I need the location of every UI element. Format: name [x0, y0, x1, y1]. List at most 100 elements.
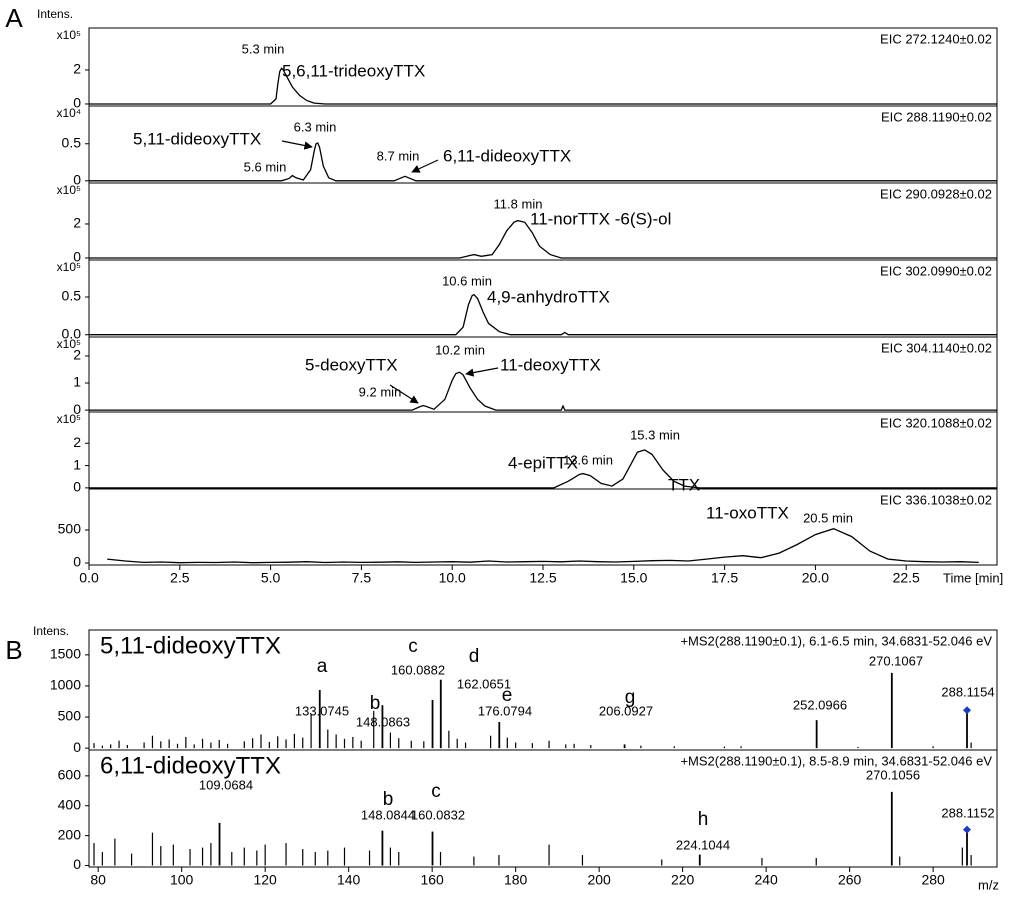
- annotation: 6.3 min: [294, 119, 337, 134]
- y-tick-label: 0: [73, 739, 81, 755]
- y-tick-label: 0: [73, 401, 81, 417]
- peak-mz-label: 148.0844: [361, 807, 415, 822]
- y-multiplier: x10⁵: [57, 183, 81, 197]
- annotation: 5.6 min: [244, 159, 287, 174]
- y-tick-label: 600: [58, 767, 82, 783]
- x-tick-label: 17.5: [711, 570, 738, 586]
- trace: [89, 219, 997, 259]
- peak-letter: b: [383, 789, 394, 810]
- y-tick-label: 2: [73, 61, 81, 77]
- y-multiplier: x10⁵: [57, 412, 81, 426]
- x-tick-label: 12.5: [529, 570, 556, 586]
- compound-title: 6,11-dideoxyTTX: [100, 752, 281, 779]
- subplot-label: EIC 302.0990±0.02: [880, 263, 992, 278]
- annotation: 11-oxoTTX: [706, 503, 789, 522]
- trace: [89, 449, 997, 489]
- y-multiplier: x10⁵: [57, 28, 81, 42]
- x-tick-label: 260: [838, 872, 862, 888]
- x-tick-label: 2.5: [170, 570, 190, 586]
- peak-letter: a: [317, 656, 328, 677]
- peak-mz-label: 133.0745: [295, 703, 349, 718]
- peak-letter: b: [370, 693, 381, 714]
- x-tick-label: 200: [587, 872, 611, 888]
- x-axis-label: m/z: [978, 877, 999, 892]
- plot-frame: [88, 411, 998, 490]
- panel-label: A: [5, 3, 23, 33]
- arrow: [411, 159, 439, 173]
- peak-mz-label: 270.1067: [869, 653, 923, 668]
- x-tick-label: 20.0: [802, 570, 829, 586]
- x-axis-label: Time [min]: [943, 570, 1003, 585]
- y-tick-label: 200: [58, 826, 82, 842]
- x-tick-label: 240: [754, 872, 778, 888]
- subplot-label: EIC 290.0928±0.02: [880, 186, 992, 201]
- peak-letter: g: [625, 687, 636, 708]
- plot-frame: [88, 27, 998, 107]
- annotation: 11-norTTX -6(S)-ol: [530, 209, 671, 228]
- y-tick-label: 0: [73, 95, 81, 111]
- peak-mz-label: 288.1154: [941, 684, 994, 699]
- x-tick-label: 120: [253, 872, 277, 888]
- subplot-label: EIC 288.1190±0.02: [881, 109, 992, 124]
- peak-mz-label: 160.0832: [411, 807, 465, 822]
- annotation: 6,11-dideoxyTTX: [443, 146, 571, 165]
- precursor-marker: [963, 825, 972, 834]
- subplot-label: EIC 336.1038±0.02: [880, 492, 992, 507]
- trace: [89, 293, 997, 336]
- x-tick-label: 7.5: [352, 570, 372, 586]
- y-tick-label: 500: [58, 521, 82, 537]
- peak-letter: d: [469, 646, 480, 667]
- annotation: 5,6,11-trideoxyTTX: [282, 61, 425, 80]
- peak-mz-label: 109.0684: [199, 777, 253, 792]
- peak-mz-label: 270.1056: [866, 767, 920, 782]
- trace: [89, 371, 997, 411]
- peak-mz-label: 206.0927: [599, 703, 653, 718]
- annotation: 5-deoxyTTX: [305, 355, 398, 374]
- plot-frame: [88, 488, 998, 566]
- peak-mz-label: 176.0794: [478, 703, 532, 718]
- subplot-label: +MS2(288.1190±0.1), 6.1-6.5 min, 34.6831…: [680, 633, 992, 648]
- y-tick-label: 1500: [50, 646, 81, 662]
- peak-letter: c: [431, 781, 441, 802]
- y-multiplier: x10⁵: [57, 337, 81, 351]
- y-tick-label: 0: [73, 856, 81, 872]
- trace: [107, 528, 979, 564]
- x-tick-label: 280: [921, 872, 945, 888]
- x-tick-label: 100: [170, 872, 194, 888]
- annotation: 5.3 min: [242, 41, 285, 56]
- compound-title: 5,11-dideoxyTTX: [100, 632, 281, 659]
- y-axis-label: Intens.: [37, 7, 73, 21]
- y-multiplier: x10⁴: [56, 106, 81, 120]
- y-tick-label: 1000: [50, 677, 81, 693]
- annotation: 4,9-anhydroTTX: [487, 287, 610, 306]
- y-tick-label: 1: [73, 456, 81, 472]
- y-tick-label: 500: [58, 708, 82, 724]
- x-tick-label: 180: [504, 872, 528, 888]
- peak-mz-label: 252.0966: [793, 697, 847, 712]
- x-tick-label: 160: [420, 872, 444, 888]
- y-tick-label: 0.5: [62, 288, 82, 304]
- peak-mz-label: 162.0651: [457, 676, 511, 691]
- y-tick-label: 0: [73, 554, 81, 570]
- y-tick-label: 2: [73, 215, 81, 231]
- x-tick-label: 10.0: [439, 570, 466, 586]
- arrow: [281, 140, 313, 150]
- subplot-label: EIC 304.1140±0.02: [881, 340, 992, 355]
- annotation: 5,11-dideoxyTTX: [133, 129, 261, 148]
- annotation: 4-epiTTX: [508, 453, 578, 472]
- peak-letter: h: [698, 809, 709, 830]
- y-tick-label: 2: [73, 347, 81, 363]
- x-tick-label: 220: [671, 872, 695, 888]
- y-axis-label: Intens.: [33, 624, 69, 638]
- y-tick-label: 0.0: [62, 325, 82, 341]
- y-tick-label: 0.5: [62, 134, 82, 150]
- x-tick-label: 5.0: [261, 570, 281, 586]
- plot-frame: [88, 336, 998, 413]
- subplot-label: EIC 272.1240±0.02: [880, 31, 992, 46]
- trace: [89, 142, 997, 182]
- y-tick-label: 0: [73, 171, 81, 187]
- peak-mz-label: 288.1152: [941, 805, 994, 820]
- x-tick-label: 140: [337, 872, 361, 888]
- panel-label: B: [5, 635, 22, 665]
- trace: [89, 67, 997, 105]
